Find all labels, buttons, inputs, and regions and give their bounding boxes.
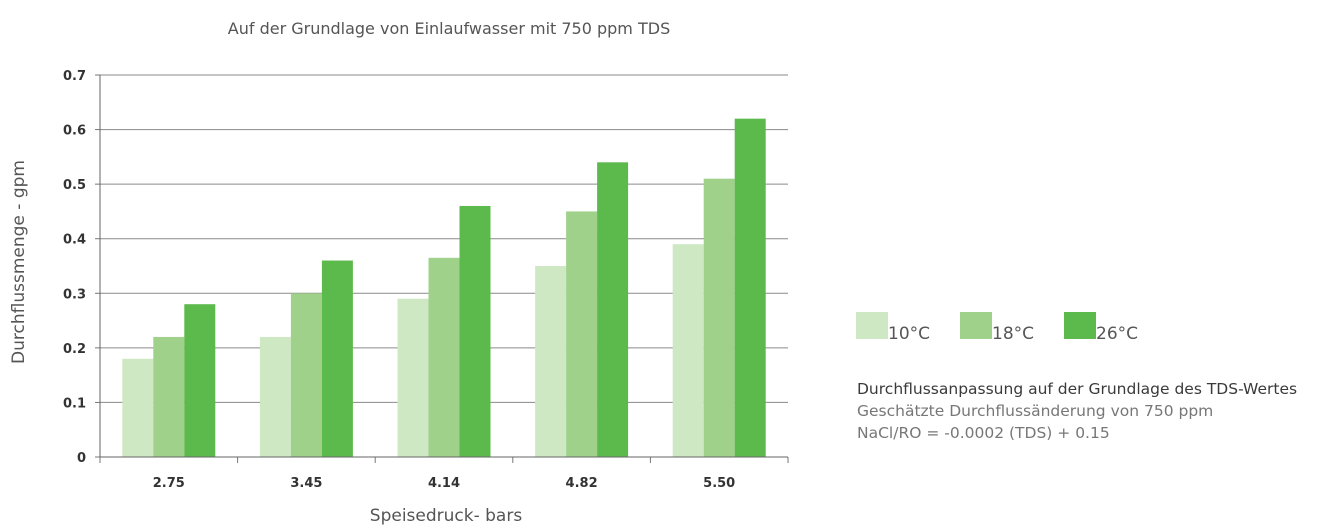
- y-axis-label: Durchflussmenge - gpm: [9, 160, 29, 364]
- y-tick-label-3: 0.3: [63, 287, 86, 302]
- bar-2.75-26°C: [184, 304, 216, 457]
- bar-2.75-18°C: [153, 336, 185, 457]
- legend-label-18c: 18°C: [992, 324, 1035, 344]
- chart-title: Auf der Grundlage von Einlaufwasser mit …: [228, 19, 670, 38]
- legend-label-10c: 10°C: [888, 324, 931, 344]
- x-tick-label-4: 5.50: [703, 476, 735, 491]
- y-tick-label-6: 0.6: [63, 124, 86, 139]
- bar-4.82-26°C: [597, 162, 629, 458]
- bar-4.14-18°C: [428, 257, 460, 457]
- legend-swatch-26c: [1064, 312, 1097, 339]
- bar-5.50-26°C: [734, 118, 766, 458]
- bar-5.50-18°C: [703, 178, 735, 457]
- y-tick-label-7: 0.7: [63, 69, 86, 84]
- bar-3.45-18°C: [290, 293, 322, 457]
- tds-note-title: Durchflussanpassung auf der Grundlage de…: [857, 380, 1298, 398]
- bar-4.82-10°C: [535, 266, 567, 457]
- y-tick-label-5: 0.5: [63, 178, 86, 193]
- x-tick-label-1: 3.45: [290, 476, 322, 491]
- tds-note: Durchflussanpassung auf der Grundlage de…: [857, 378, 1307, 444]
- bar-3.45-26°C: [321, 260, 353, 457]
- legend-swatch-18c: [960, 312, 993, 339]
- bar-2.75-10°C: [122, 358, 154, 457]
- y-tick-label-2: 0.2: [63, 342, 86, 357]
- bar-4.14-10°C: [397, 298, 429, 457]
- bar-5.50-10°C: [672, 244, 704, 457]
- x-tick-label-0: 2.75: [153, 476, 185, 491]
- bar-4.14-26°C: [459, 205, 491, 457]
- tds-note-line1: Geschätzte Durchflussänderung von 750 pp…: [857, 402, 1214, 420]
- x-tick-label-3: 4.82: [566, 476, 598, 491]
- legend-swatch-10c: [856, 312, 888, 339]
- legend-item-26c: 26°C: [1064, 312, 1138, 343]
- legend-item-10c: 10°C: [856, 312, 930, 343]
- y-tick-label-4: 0.4: [63, 233, 86, 248]
- bar-4.82-18°C: [566, 211, 598, 457]
- y-tick-label-1: 0.1: [63, 396, 86, 411]
- legend-label-26c: 26°C: [1096, 324, 1139, 344]
- y-tick-label-0: 0: [77, 451, 86, 466]
- tds-note-line2: NaCl/RO = -0.0002 (TDS) + 0.15: [857, 424, 1110, 442]
- chart-legend: 10°C 18°C 26°C: [856, 312, 1168, 343]
- legend-item-18c: 18°C: [960, 312, 1034, 343]
- bar-3.45-10°C: [259, 336, 291, 457]
- x-axis-label: Speisedruck- bars: [370, 506, 523, 526]
- x-tick-label-2: 4.14: [428, 476, 460, 491]
